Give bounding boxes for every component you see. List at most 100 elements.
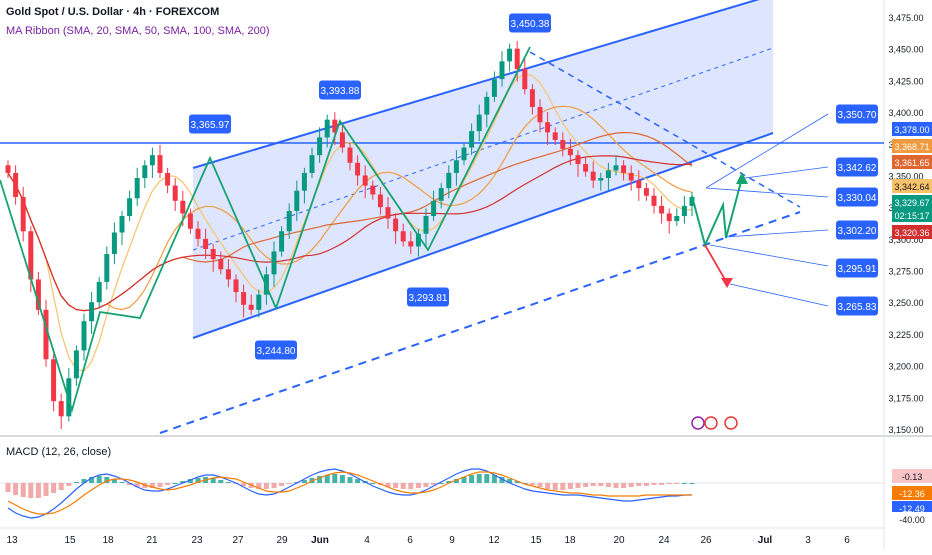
macd-histogram-bar bbox=[51, 483, 57, 493]
time-tick: 3 bbox=[805, 535, 811, 546]
macd-histogram-bar bbox=[241, 483, 247, 486]
macd-histogram-bar bbox=[279, 483, 285, 486]
target-label-box bbox=[836, 187, 878, 207]
time-tick: 29 bbox=[276, 535, 288, 546]
macd-histogram-bar bbox=[529, 483, 535, 485]
candle-body bbox=[408, 241, 414, 247]
macd-histogram-bar bbox=[172, 483, 178, 484]
candle-body bbox=[400, 231, 406, 242]
candle-body bbox=[111, 232, 117, 255]
target-label: 3,342.62 bbox=[838, 163, 877, 174]
candle-body bbox=[431, 200, 437, 217]
candle-body bbox=[393, 218, 399, 232]
macd-histogram-bar bbox=[666, 483, 672, 484]
price-tick: 3,175.00 bbox=[888, 393, 923, 403]
time-tick: 6 bbox=[407, 535, 413, 546]
time-tick: 15 bbox=[64, 535, 76, 546]
swing-label-box bbox=[319, 80, 361, 100]
price-tick: 3,150.00 bbox=[888, 425, 923, 435]
candle-body bbox=[225, 269, 231, 280]
candle-body bbox=[104, 254, 110, 282]
candle-body bbox=[423, 216, 429, 234]
trend-lines bbox=[0, 46, 829, 434]
macd-histogram-bar bbox=[286, 483, 292, 484]
macd-histogram-bar bbox=[134, 483, 140, 487]
candle-body bbox=[522, 68, 528, 90]
candle-body bbox=[142, 165, 148, 178]
axis-tag-box bbox=[892, 122, 932, 136]
macd-histogram-bar bbox=[111, 479, 117, 483]
macd-histogram-bar bbox=[583, 483, 589, 487]
swing-path bbox=[0, 46, 531, 414]
candle-body bbox=[499, 61, 505, 80]
candle-body bbox=[446, 172, 452, 189]
candle-body bbox=[537, 107, 543, 123]
macd-histogram-bar bbox=[545, 483, 551, 489]
macd-axis-box bbox=[892, 469, 932, 483]
candle-body bbox=[119, 216, 125, 233]
macd-histogram-bar bbox=[370, 483, 376, 484]
candle-body bbox=[13, 172, 19, 198]
candle-body bbox=[43, 309, 49, 360]
event-icon bbox=[724, 416, 738, 430]
axis-tag-box bbox=[892, 155, 932, 169]
candle-body bbox=[438, 188, 444, 201]
candle-body bbox=[81, 321, 87, 351]
candle-body bbox=[575, 155, 581, 165]
macd-axis-label: -40.00 bbox=[899, 515, 925, 525]
candle-body bbox=[605, 170, 611, 178]
macd-histogram-bar bbox=[301, 480, 307, 483]
swing-label: 3,293.81 bbox=[409, 293, 448, 304]
indicator-label: MA Ribbon (SMA, 20, SMA, 50, SMA, 100, S… bbox=[6, 25, 270, 37]
candle-body bbox=[681, 205, 687, 217]
price-tick: 3,275.00 bbox=[888, 267, 923, 277]
channel-lower bbox=[192, 132, 774, 339]
axis-tag: 3,329.67 bbox=[894, 198, 929, 208]
channel-mid bbox=[192, 47, 774, 251]
candle-body bbox=[476, 114, 482, 132]
swing-label: 3,244.80 bbox=[257, 346, 296, 357]
time-tick: 9 bbox=[449, 535, 455, 546]
candle-body bbox=[590, 171, 596, 181]
macd-histogram-bar bbox=[598, 483, 604, 486]
macd-histogram-bar bbox=[225, 482, 231, 483]
candle-body bbox=[583, 164, 589, 172]
candle-body bbox=[491, 79, 497, 97]
macd-histogram-bar bbox=[491, 475, 497, 483]
macd-histogram-bar bbox=[484, 474, 490, 483]
channel-upper bbox=[192, 0, 760, 169]
target-label: 3,330.04 bbox=[838, 193, 877, 204]
macd-histogram-bar bbox=[127, 483, 133, 485]
macd-histogram-bar bbox=[621, 483, 627, 488]
candle-body bbox=[73, 350, 79, 379]
macd-pane: -0.13 -12.36 -12.49-40.00 bbox=[0, 468, 932, 526]
macd-axis-box bbox=[892, 501, 932, 515]
time-tick: 26 bbox=[700, 535, 712, 546]
macd-histogram-bar bbox=[476, 474, 482, 483]
macd-histogram-bar bbox=[385, 483, 391, 487]
time-tick: Jul bbox=[758, 535, 773, 546]
candle-body bbox=[203, 238, 209, 249]
target-label-box bbox=[836, 220, 878, 240]
time-tick: 21 bbox=[146, 535, 158, 546]
time-tick: 6 bbox=[844, 535, 850, 546]
macd-histogram-bar bbox=[149, 483, 155, 488]
candle-body bbox=[286, 210, 292, 232]
axis-tag-box bbox=[892, 225, 932, 239]
price-tick: 3,250.00 bbox=[888, 298, 923, 308]
target-label-box bbox=[836, 157, 878, 177]
candle-body bbox=[309, 155, 315, 173]
target-connector bbox=[705, 187, 829, 198]
macd-axis-label: -12.36 bbox=[899, 489, 925, 499]
time-tick: 27 bbox=[232, 535, 244, 546]
candle-body bbox=[317, 137, 323, 156]
target-connector bbox=[724, 229, 829, 238]
candle-body bbox=[248, 304, 254, 310]
candle-body bbox=[377, 194, 383, 208]
price-tick: 3,425.00 bbox=[888, 76, 923, 86]
price-tick: 3,450.00 bbox=[888, 45, 923, 55]
descending-trendline bbox=[529, 51, 801, 208]
candle-body bbox=[621, 165, 627, 173]
macd-histogram-bar bbox=[347, 477, 353, 483]
